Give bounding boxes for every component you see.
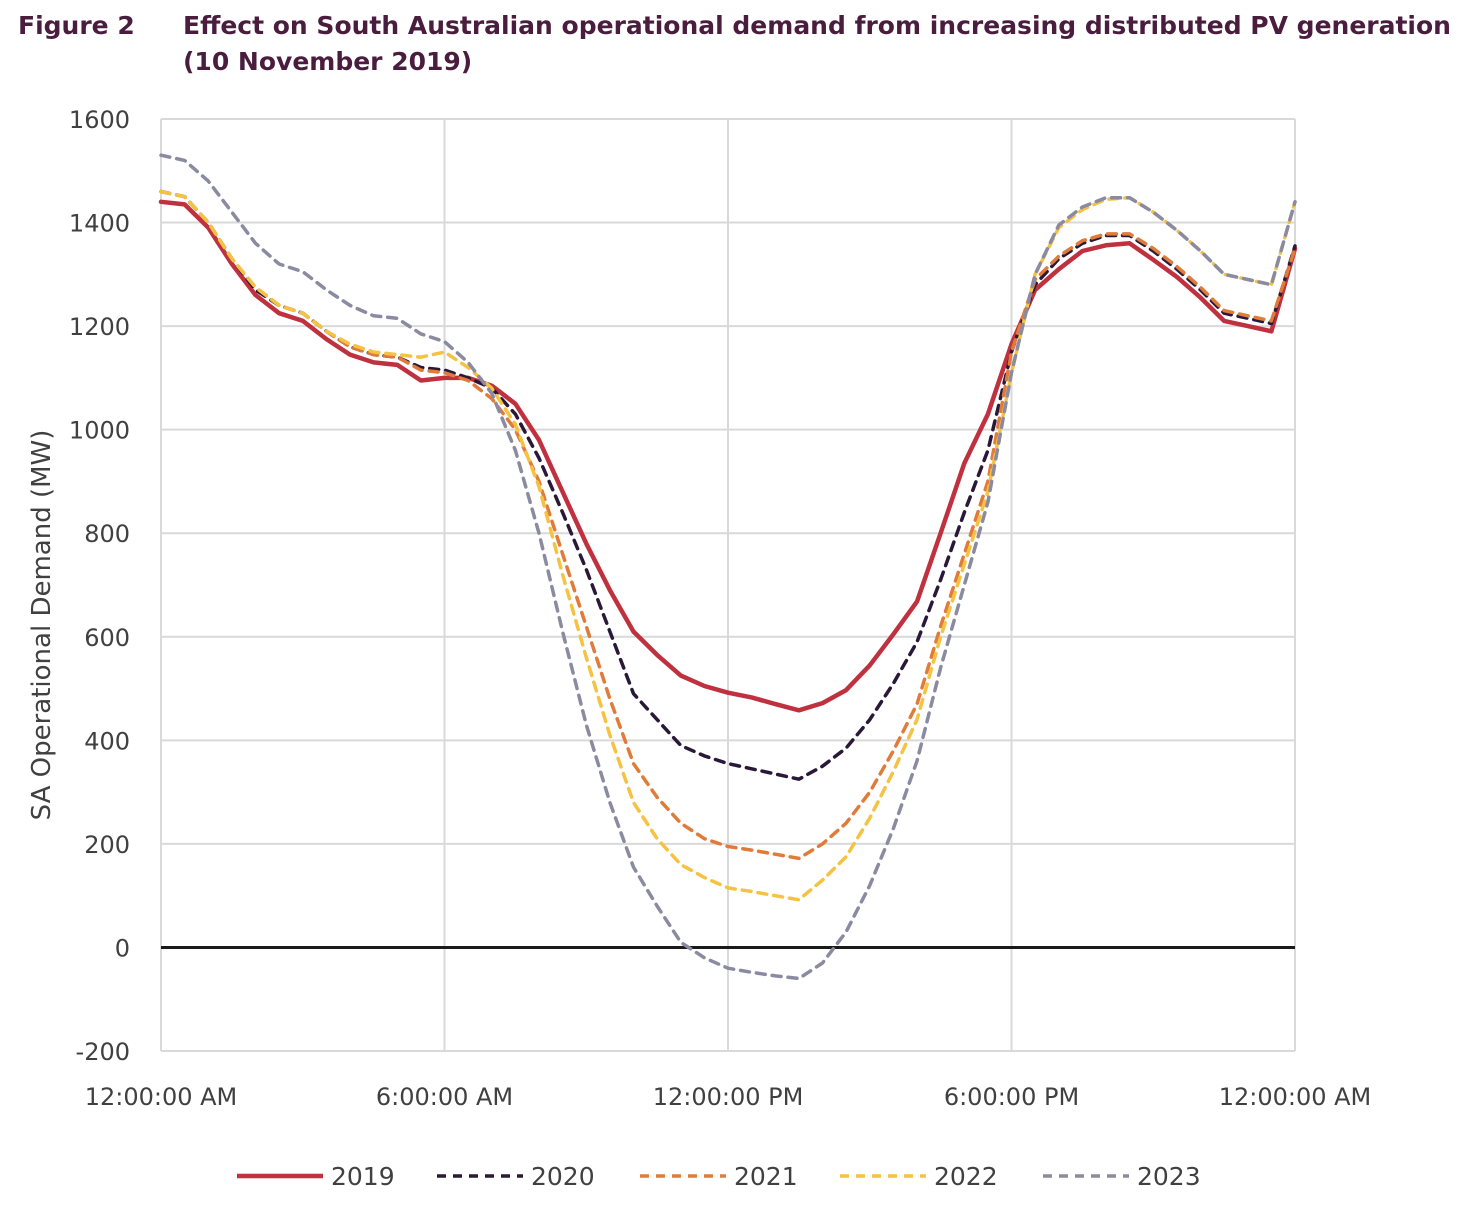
series-line-2019 <box>158 199 1298 713</box>
legend: 2019 2020 2021 2022 2023 <box>237 1162 1201 1191</box>
legend-label-2020: 2020 <box>531 1162 595 1191</box>
y-tick-label: -200 <box>76 1038 130 1066</box>
y-axis-tick-labels: -200 0 200 400 600 800 1000 1200 1400 1600 <box>69 106 130 1066</box>
y-tick-label: 1400 <box>69 210 130 238</box>
y-tick-label: 800 <box>84 520 130 548</box>
figure-title: Effect on South Australian operational d… <box>183 11 1451 76</box>
legend-label-2019: 2019 <box>331 1162 395 1191</box>
x-tick-label: 12:00:00 AM <box>85 1083 238 1111</box>
x-tick-label: 6:00:00 AM <box>376 1083 513 1111</box>
y-tick-label: 1600 <box>69 106 130 134</box>
legend-label-2021: 2021 <box>734 1162 798 1191</box>
grid-lines <box>160 118 1296 1052</box>
series-line-2022 <box>159 189 1297 902</box>
figure-label: Figure 2 <box>18 11 135 40</box>
x-tick-label: 12:00:00 PM <box>653 1083 804 1111</box>
y-tick-label: 200 <box>84 831 130 859</box>
y-tick-label: 600 <box>84 624 130 652</box>
legend-label-2023: 2023 <box>1137 1162 1201 1191</box>
y-tick-label: 1200 <box>69 313 130 341</box>
y-tick-label: 400 <box>84 727 130 755</box>
y-tick-label: 0 <box>115 934 130 962</box>
y-tick-label: 1000 <box>69 417 130 445</box>
series-lines <box>158 153 1298 981</box>
y-axis-title: SA Operational Demand (MW) <box>27 430 57 821</box>
legend-label-2022: 2022 <box>934 1162 998 1191</box>
x-tick-label: 12:00:00 AM <box>1219 1083 1372 1111</box>
series-line-2021 <box>159 189 1297 861</box>
series-line-2020 <box>159 189 1297 781</box>
x-tick-label: 6:00:00 PM <box>944 1083 1079 1111</box>
x-axis-tick-labels: 12:00:00 AM 6:00:00 AM 12:00:00 PM 6:00:00 … <box>85 1083 1372 1111</box>
series-line-2023 <box>159 153 1297 981</box>
